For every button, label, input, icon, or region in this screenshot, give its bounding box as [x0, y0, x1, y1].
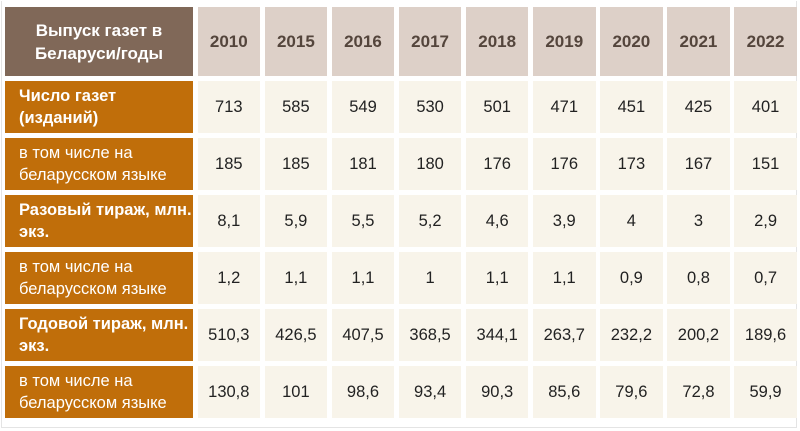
- column-header-2018: 2018: [465, 7, 529, 76]
- row-label: в том числе на беларусском языке: [5, 366, 193, 418]
- column-header-2017: 2017: [398, 7, 462, 76]
- column-header-2019: 2019: [532, 7, 596, 76]
- table-cell: 181: [331, 138, 395, 190]
- table-cell: 530: [398, 81, 462, 133]
- table-cell: 549: [331, 81, 395, 133]
- table-cell: 401: [734, 81, 797, 133]
- table-cell: 189,6: [734, 309, 797, 361]
- table-cell: 0,7: [734, 252, 797, 304]
- table-cell: 79,6: [600, 366, 663, 418]
- table-cell: 585: [264, 81, 328, 133]
- column-header-2021: 2021: [667, 7, 730, 76]
- table-cell: 85,6: [532, 366, 596, 418]
- row-label: Число газет (изданий): [5, 81, 193, 133]
- table-cell: 3,9: [532, 195, 596, 247]
- table-title: Выпуск газет в Беларуси/годы: [5, 7, 193, 76]
- column-header-2010: 2010: [197, 7, 261, 76]
- table-cell: 1,1: [532, 252, 596, 304]
- table-cell: 151: [734, 138, 797, 190]
- table-cell: 98,6: [331, 366, 395, 418]
- table-cell: 90,3: [465, 366, 529, 418]
- table-cell: 59,9: [734, 366, 797, 418]
- table-cell: 1,2: [197, 252, 261, 304]
- newspaper-table: Выпуск газет в Беларуси/годы 2010 2015 201…: [5, 7, 797, 418]
- table-cell: 4,6: [465, 195, 529, 247]
- table-cell: 1,1: [465, 252, 529, 304]
- table-cell: 407,5: [331, 309, 395, 361]
- table-cell: 167: [667, 138, 730, 190]
- column-header-2016: 2016: [331, 7, 395, 76]
- table-cell: 451: [600, 81, 663, 133]
- table-cell: 93,4: [398, 366, 462, 418]
- table-cell: 101: [264, 366, 328, 418]
- table-cell: 344,1: [465, 309, 529, 361]
- row-label: Разовый тираж, млн. экз.: [5, 195, 193, 247]
- table-cell: 1,1: [264, 252, 328, 304]
- table-cell: 232,2: [600, 309, 663, 361]
- table-cell: 5,5: [331, 195, 395, 247]
- table-cell: 3: [667, 195, 730, 247]
- column-header-2020: 2020: [600, 7, 663, 76]
- table-cell: 176: [465, 138, 529, 190]
- table-cell: 185: [264, 138, 328, 190]
- table-cell: 263,7: [532, 309, 596, 361]
- row-label: в том числе на беларусском языке: [5, 252, 193, 304]
- table-cell: 425: [667, 81, 730, 133]
- table-cell: 713: [197, 81, 261, 133]
- table-cell: 471: [532, 81, 596, 133]
- table-cell: 5,2: [398, 195, 462, 247]
- column-header-2015: 2015: [264, 7, 328, 76]
- table-cell: 8,1: [197, 195, 261, 247]
- table-cell: 176: [532, 138, 596, 190]
- table-cell: 72,8: [667, 366, 730, 418]
- table-cell: 426,5: [264, 309, 328, 361]
- table-cell: 1,1: [331, 252, 395, 304]
- table-cell: 200,2: [667, 309, 730, 361]
- table-cell: 0,9: [600, 252, 663, 304]
- table-cell: 1: [398, 252, 462, 304]
- table-cell: 5,9: [264, 195, 328, 247]
- table-cell: 173: [600, 138, 663, 190]
- table-cell: 501: [465, 81, 529, 133]
- row-label: в том числе на беларусском языке: [5, 138, 193, 190]
- column-header-2022: 2022: [734, 7, 797, 76]
- table-cell: 510,3: [197, 309, 261, 361]
- table-cell: 2,9: [734, 195, 797, 247]
- table-cell: 4: [600, 195, 663, 247]
- table-cell: 0,8: [667, 252, 730, 304]
- row-label: Годовой тираж, млн. экз.: [5, 309, 193, 361]
- table-cell: 180: [398, 138, 462, 190]
- table-cell: 185: [197, 138, 261, 190]
- table-cell: 130,8: [197, 366, 261, 418]
- table-cell: 368,5: [398, 309, 462, 361]
